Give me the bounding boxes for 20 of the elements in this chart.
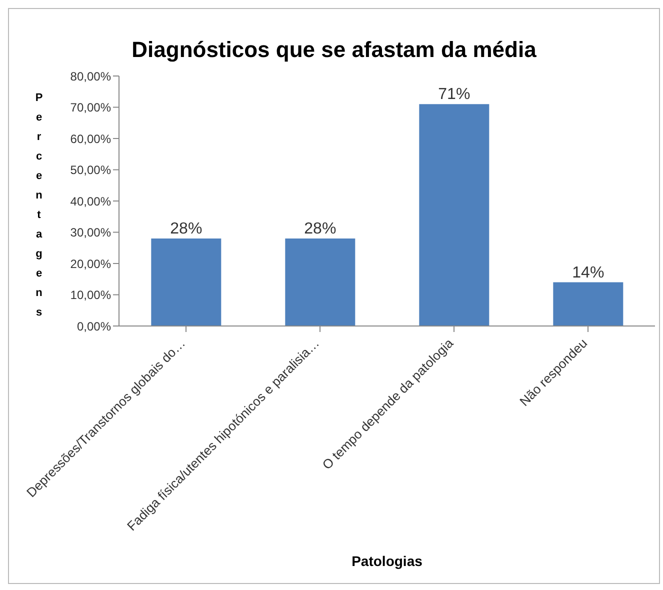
y-tick-label: 40,00% (70, 194, 112, 208)
data-label: 14% (572, 264, 604, 282)
y-tick-label: 20,00% (70, 256, 112, 271)
bar (419, 104, 490, 326)
y-tick-label: 10,00% (70, 288, 112, 302)
y-tick-label: 60,00% (70, 132, 112, 146)
y-tick-label: 50,00% (70, 163, 112, 178)
y-tick-label: 80,00% (70, 69, 112, 84)
y-tick-label: 30,00% (70, 226, 112, 240)
bar (151, 238, 222, 326)
y-tick-label: 70,00% (70, 100, 112, 115)
y-tick-label: 0,00% (76, 319, 112, 334)
data-label: 28% (304, 220, 336, 238)
chart-title: Diagnósticos que se afastam da média (130, 37, 538, 63)
bar (553, 282, 624, 326)
data-label: 28% (170, 220, 202, 238)
x-axis-title: Patologias (352, 553, 423, 569)
data-label: 71% (438, 86, 470, 104)
bar (285, 238, 356, 326)
text: Percentagens (35, 92, 43, 318)
